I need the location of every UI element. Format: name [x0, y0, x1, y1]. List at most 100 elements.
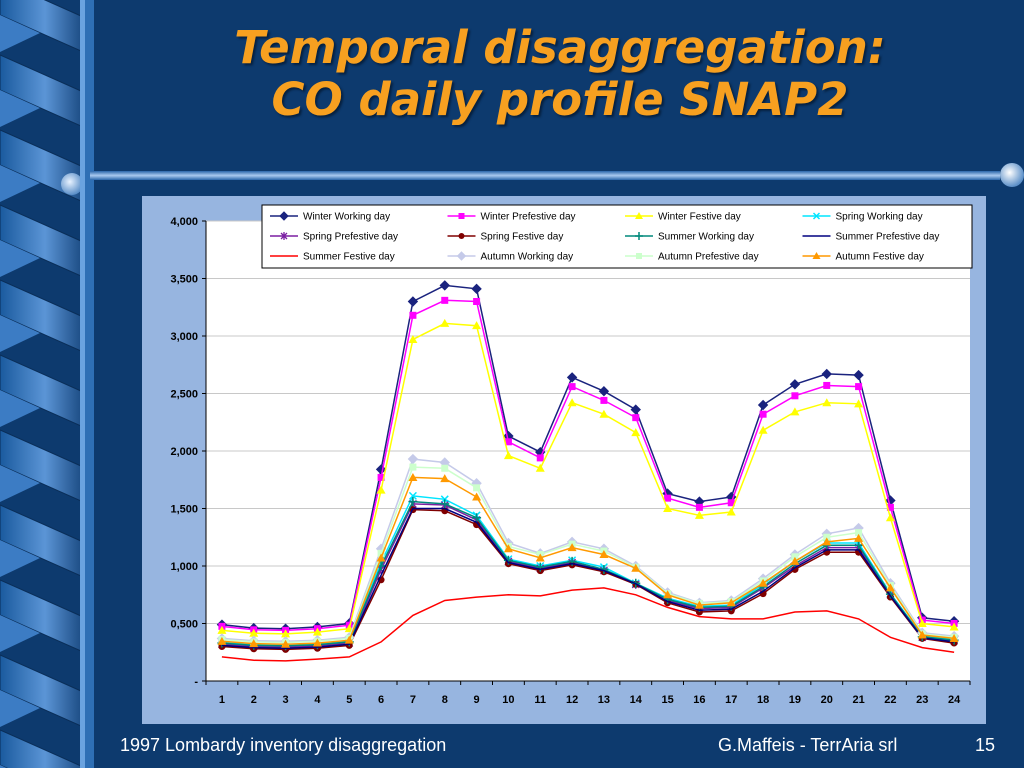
data-point: [631, 563, 641, 572]
ribbon-fold: [0, 390, 40, 427]
data-point: [472, 513, 482, 523]
legend: Winter Working day Winter Prefestive day W…: [261, 204, 973, 269]
data-point: [503, 544, 513, 553]
data-point: [377, 473, 385, 481]
x-tick-label: 10: [502, 694, 514, 706]
legend-label: Winter Festive day: [658, 212, 741, 223]
series-lines: [216, 280, 960, 662]
data-point: [473, 521, 481, 529]
legend-marker: [635, 232, 643, 240]
data-point: [694, 600, 704, 609]
data-point: [822, 398, 832, 407]
legend-marker: [635, 212, 643, 219]
data-point: [566, 372, 578, 383]
legend-item: Summer Festive day: [270, 252, 395, 263]
ribbon-segment: [0, 729, 87, 768]
data-point: [344, 635, 354, 644]
data-point: [408, 472, 418, 481]
title-line-1: Temporal disaggregation:: [234, 21, 886, 74]
title-line-2: CO daily profile SNAP2: [271, 73, 849, 126]
ribbon-fold: [0, 165, 40, 202]
data-point: [441, 464, 449, 472]
series-summer-festive-day: [221, 587, 955, 662]
data-point: [567, 398, 577, 407]
x-tick-label: 1: [219, 694, 225, 706]
legend-marker: [636, 253, 642, 259]
data-point: [376, 485, 386, 494]
x-tick-label: 8: [442, 694, 448, 706]
data-point: [758, 425, 768, 434]
legend-marker: [458, 213, 465, 219]
axes: - 0,500 1,000 1,500 2,000 2,500 3,000 3,500 4,00…: [170, 216, 971, 706]
data-point: [664, 494, 672, 502]
data-point: [663, 504, 673, 512]
data-point: [408, 497, 418, 507]
data-point: [407, 453, 419, 465]
series-autumn-festive-day: [217, 472, 959, 648]
x-tick-label: 20: [821, 694, 833, 706]
series-line: [221, 458, 955, 643]
data-point: [790, 407, 800, 416]
x-tick-label: 23: [916, 694, 928, 706]
data-point: [694, 510, 704, 519]
data-point: [408, 334, 418, 343]
legend-item: Spring Prefestive day: [270, 232, 398, 243]
x-tick-label: 19: [789, 694, 801, 706]
data-point: [630, 404, 641, 415]
decorative-ribbon-left: [0, 0, 94, 768]
legend-box: [261, 204, 973, 269]
legend-label: Winter Working day: [303, 212, 390, 223]
x-tick-label: 14: [630, 694, 643, 706]
data-point: [631, 428, 641, 437]
data-point: [408, 491, 417, 500]
data-point: [440, 474, 450, 483]
data-point: [536, 454, 544, 462]
data-point: [758, 578, 768, 587]
legend-label: Spring Prefestive day: [303, 232, 398, 243]
ribbon-knob: [61, 173, 83, 195]
data-point: [949, 622, 959, 631]
data-point: [791, 553, 799, 561]
data-point: [886, 503, 894, 511]
series-line: [221, 284, 955, 630]
data-point: [789, 379, 801, 390]
series-summer-prefestive-day: [221, 507, 955, 649]
y-tick-label: 2,500: [170, 389, 198, 401]
data-point: [407, 296, 419, 307]
data-point: [822, 537, 832, 546]
data-point: [249, 639, 259, 648]
series-line: [221, 476, 955, 645]
legend-label: Summer Working day: [658, 232, 754, 243]
data-point: [821, 368, 832, 380]
data-point: [535, 463, 545, 472]
data-point: [281, 629, 291, 638]
x-tick-label: 5: [346, 694, 352, 706]
series-line: [221, 587, 955, 662]
legend-label: Autumn Prefestive day: [658, 252, 759, 263]
legend-item: Summer Working day: [625, 232, 754, 243]
data-point: [567, 543, 577, 552]
y-tick-label: -: [194, 676, 198, 688]
ribbon-fold: [0, 690, 40, 727]
slide-title: Temporal disaggregation: CO daily profil…: [150, 22, 970, 126]
data-point: [568, 383, 576, 391]
x-tick-label: 9: [474, 694, 480, 706]
data-point: [217, 625, 227, 634]
data-point: [504, 438, 512, 446]
x-tick-label: 22: [884, 694, 896, 706]
legend-item: Autumn Working day: [447, 251, 573, 263]
x-tick-label: 4: [314, 694, 321, 706]
legend-item: Autumn Prefestive day: [625, 252, 759, 263]
data-point: [473, 484, 481, 492]
footer-left-text: 1997 Lombardy inventory disaggregation: [120, 735, 447, 755]
ribbon-fold: [0, 240, 40, 277]
data-point: [757, 399, 769, 411]
legend-label: Spring Festive day: [481, 232, 564, 243]
series-line: [221, 299, 955, 632]
legend-marker: [279, 211, 289, 221]
x-tick-label: 21: [852, 694, 864, 706]
ribbon-fold: [0, 465, 40, 502]
legend-marker: [280, 232, 288, 240]
data-point: [249, 628, 259, 637]
data-point: [377, 549, 385, 557]
